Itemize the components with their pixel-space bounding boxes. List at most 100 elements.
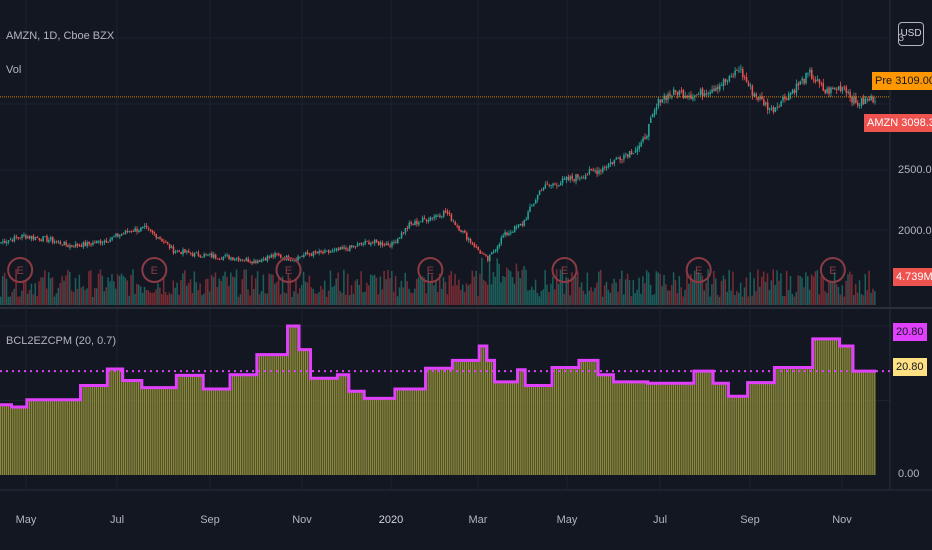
- volume-bar-382: [732, 271, 734, 305]
- volume-bar-125: [239, 294, 242, 305]
- volume-bar-40: [76, 288, 79, 305]
- indicator-bar-395: [757, 382, 759, 475]
- indicator-bar-24: [46, 399, 48, 475]
- indicator-bar-185: [354, 391, 357, 475]
- volume-bar-79: [151, 292, 153, 305]
- indicator-bar-74: [141, 387, 144, 475]
- volume-bar-202: [387, 269, 389, 305]
- x-tick-sep-2019: Sep: [200, 514, 220, 526]
- volume-bar-171: [327, 290, 330, 305]
- volume-bar-71: [136, 283, 138, 305]
- volume-bar-113: [216, 287, 219, 305]
- indicator-bar-366: [701, 371, 703, 475]
- indicator-bar-153: [293, 326, 295, 475]
- candle-body-3: [5, 241, 8, 244]
- indicator-bar-379: [726, 383, 728, 475]
- indicator-bar-97: [185, 375, 188, 475]
- volume-bar-373: [714, 278, 717, 305]
- volume-bar-378: [724, 279, 727, 305]
- candle-body-177: [339, 247, 341, 250]
- candle-body-227: [435, 215, 437, 218]
- candle-body-26: [50, 237, 52, 240]
- indicator-bar-92: [176, 375, 178, 475]
- volume-bar-220: [421, 276, 424, 305]
- volume-bar-14: [26, 293, 29, 305]
- candle-body-172: [329, 252, 332, 253]
- volume-bar-94: [180, 280, 182, 305]
- candle-body-339: [650, 117, 652, 123]
- candle-body-438: [839, 85, 842, 92]
- indicator-bar-168: [322, 378, 324, 475]
- volume-bar-122: [233, 277, 236, 305]
- indicator-bar-78: [149, 387, 151, 475]
- earnings-circle-4: [551, 257, 578, 283]
- indicator-bar-17: [32, 399, 35, 475]
- volume-bar-275: [527, 290, 529, 305]
- volume-bar-200: [383, 270, 385, 305]
- candle-body-19: [36, 236, 39, 239]
- candle-body-113: [216, 258, 219, 260]
- earnings-circle-2: [275, 257, 302, 283]
- candle-body-240: [460, 230, 462, 233]
- candle-body-382: [732, 75, 734, 77]
- indicator-bar-3: [5, 404, 8, 475]
- indicator-bar-425: [814, 338, 817, 475]
- indicator-bar-72: [138, 380, 140, 475]
- candle-body-425: [814, 80, 817, 82]
- indicator-bar-194: [371, 398, 374, 475]
- indicator-bar-363: [695, 371, 698, 475]
- volume-bar-57: [109, 281, 111, 305]
- indicator-bar-46: [88, 385, 90, 475]
- volume-bar-47: [90, 270, 92, 305]
- candle-body-143: [274, 252, 276, 258]
- candle-body-301: [577, 174, 579, 178]
- volume-bar-225: [431, 274, 433, 305]
- volume-bar-330: [632, 279, 635, 305]
- candle-body-452: [866, 99, 869, 100]
- candle-body-82: [157, 237, 159, 239]
- volume-bar-32: [61, 275, 63, 305]
- candle-body-174: [333, 249, 336, 251]
- volume-bar-148: [283, 292, 286, 305]
- indicator-bar-157: [300, 349, 303, 475]
- indicator-bar-248: [475, 360, 477, 475]
- symbol-title: AMZN, 1D, Cboe BZX: [6, 30, 115, 42]
- volume-bar-83: [159, 287, 161, 305]
- indicator-bar-152: [291, 326, 293, 475]
- candle-body-410: [786, 98, 788, 101]
- volume-bar-361: [691, 280, 694, 305]
- candle-body-200: [383, 244, 386, 246]
- volume-bar-363: [695, 273, 698, 305]
- currency-button[interactable]: USD: [898, 22, 924, 46]
- volume-bar-124: [237, 296, 240, 305]
- indicator-bar-422: [808, 367, 811, 475]
- volume-bar-455: [872, 288, 874, 305]
- volume-bar-260: [498, 263, 500, 305]
- volume-bar-443: [849, 271, 851, 305]
- indicator-bar-390: [747, 382, 749, 475]
- volume-bar-304: [582, 290, 585, 305]
- volume-bar-306: [586, 272, 589, 305]
- earnings-marker-1: E: [151, 265, 158, 277]
- indicator-bar-331: [634, 381, 636, 476]
- candle-body-322: [617, 158, 619, 159]
- candle-body-9: [17, 237, 19, 239]
- volume-bar-194: [371, 275, 374, 305]
- candle-body-141: [270, 255, 272, 258]
- volume-bar-396: [759, 286, 761, 305]
- indicator-bar-254: [486, 360, 489, 475]
- indicator-bar-50: [95, 385, 98, 475]
- candle-body-292: [559, 182, 562, 186]
- volume-bar-414: [793, 296, 796, 305]
- indicator-bar-243: [465, 360, 468, 475]
- volume-bar-156: [299, 288, 301, 305]
- candle-body-366: [701, 88, 704, 97]
- indicator-bar-413: [791, 367, 794, 475]
- volume-bar-224: [429, 282, 431, 305]
- indicator-bar-337: [645, 381, 648, 476]
- candle-body-308: [590, 168, 593, 171]
- indicator-bar-226: [433, 368, 435, 475]
- indicator-bar-23: [44, 399, 46, 475]
- indicator-bar-41: [78, 399, 81, 475]
